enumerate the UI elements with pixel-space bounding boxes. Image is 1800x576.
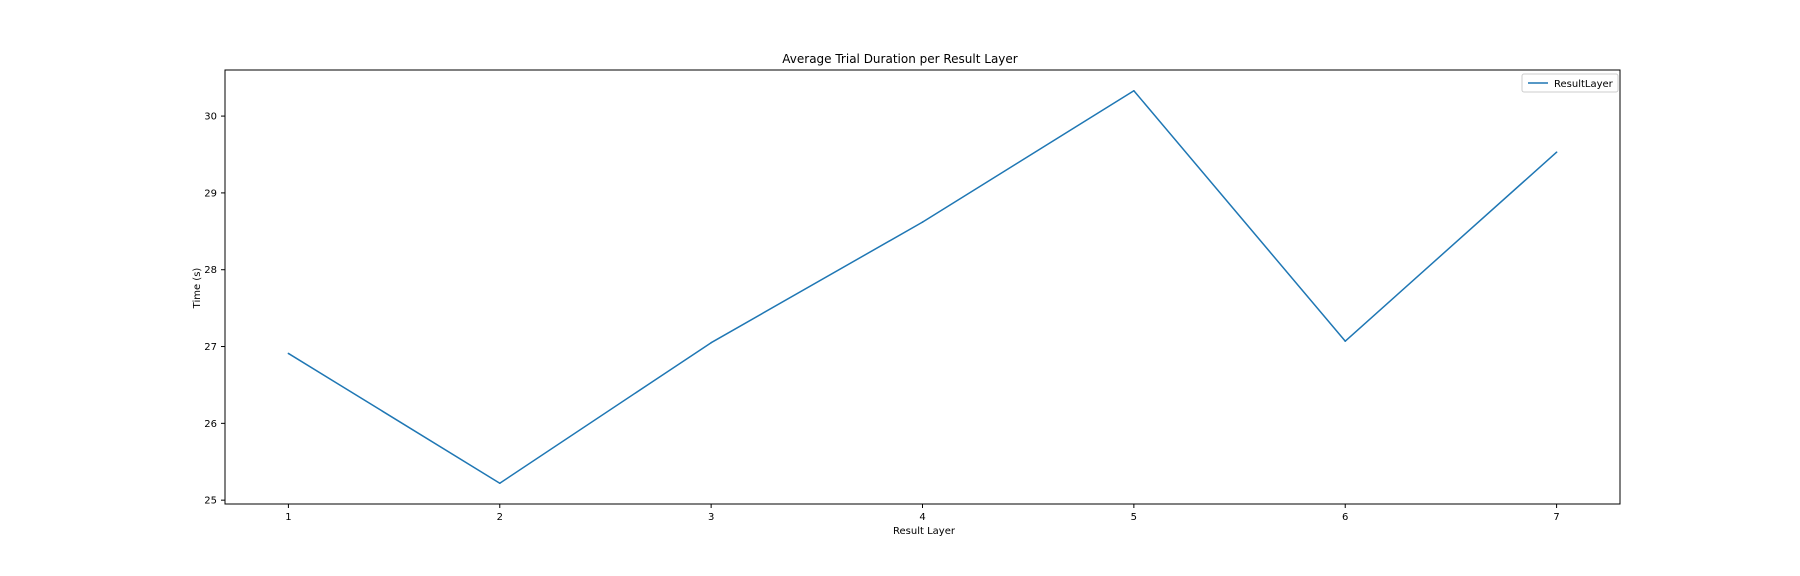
x-tick-label: 1 xyxy=(285,512,291,523)
x-axis-label: Result Layer xyxy=(893,526,956,537)
data-point xyxy=(287,352,290,355)
data-point xyxy=(1344,340,1347,342)
y-tick-label: 28 xyxy=(204,265,217,276)
y-tick-label: 26 xyxy=(204,419,217,430)
y-tick-label: 30 xyxy=(204,112,217,123)
x-tick-label: 3 xyxy=(708,512,714,523)
x-tick-label: 7 xyxy=(1553,512,1559,523)
x-tick-label: 6 xyxy=(1342,512,1348,523)
data-point xyxy=(498,482,501,485)
plot-area: 1 2 3 4 5 6 7 25 26 27 28 29 30 xyxy=(204,69,1621,523)
y-tick-label: 25 xyxy=(204,496,217,507)
data-point xyxy=(1133,89,1135,92)
legend: ResultLayer xyxy=(1521,73,1619,93)
data-point xyxy=(921,221,924,223)
data-point xyxy=(1555,151,1558,153)
x-tick-label: 5 xyxy=(1131,512,1137,523)
y-tick-label: 29 xyxy=(204,188,217,199)
chart-title: Average Trial Duration per Result Layer xyxy=(782,52,1018,66)
y-tick-label: 27 xyxy=(204,342,217,353)
x-tick-label: 4 xyxy=(919,512,925,523)
x-tick-label: 2 xyxy=(497,512,503,523)
legend-label: ResultLayer xyxy=(1554,79,1614,90)
y-axis-label: Time (s) xyxy=(192,268,203,310)
data-point xyxy=(710,341,712,344)
legend-frame xyxy=(1521,73,1619,93)
